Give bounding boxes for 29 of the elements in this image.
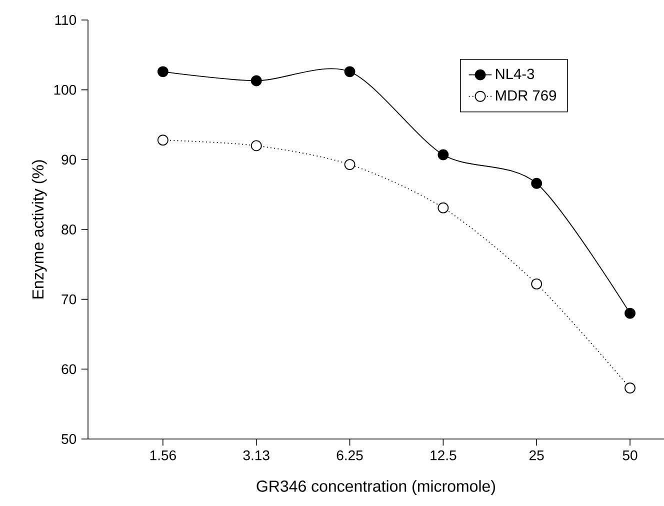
y-tick-label: 70 (62, 294, 76, 304)
y-tick-label: 100 (54, 84, 76, 95)
point (438, 149, 449, 160)
x-axis-title: GR346 concentration (micromole) (256, 480, 495, 495)
point (624, 382, 636, 394)
legend-label: NL4-3 (496, 68, 534, 80)
x-tick-label: 1.56 (150, 450, 176, 460)
point (250, 75, 262, 86)
x-tick-label: 50 (622, 450, 638, 460)
y-tick-label: 60 (62, 364, 76, 374)
y-tick-label: 80 (62, 224, 76, 234)
y-tick-label: 110 (55, 15, 76, 25)
y-axis-title: Enzyme activity (%) (32, 160, 47, 298)
point (531, 178, 542, 189)
point (157, 66, 168, 78)
point (157, 134, 168, 146)
x-tick-label: 3.13 (243, 450, 270, 460)
point (624, 308, 636, 319)
legend-label: MDR 769 (496, 90, 556, 101)
point (438, 202, 449, 214)
point (344, 159, 356, 170)
point (531, 278, 542, 290)
x-tick-label: 12.5 (430, 450, 456, 460)
x-tick-label: 6.25 (336, 450, 363, 460)
point (344, 66, 356, 78)
x-tick-label: 25 (530, 450, 544, 460)
y-tick-label: 90 (62, 154, 76, 165)
point (250, 140, 262, 152)
y-tick-label: 50 (62, 434, 76, 444)
